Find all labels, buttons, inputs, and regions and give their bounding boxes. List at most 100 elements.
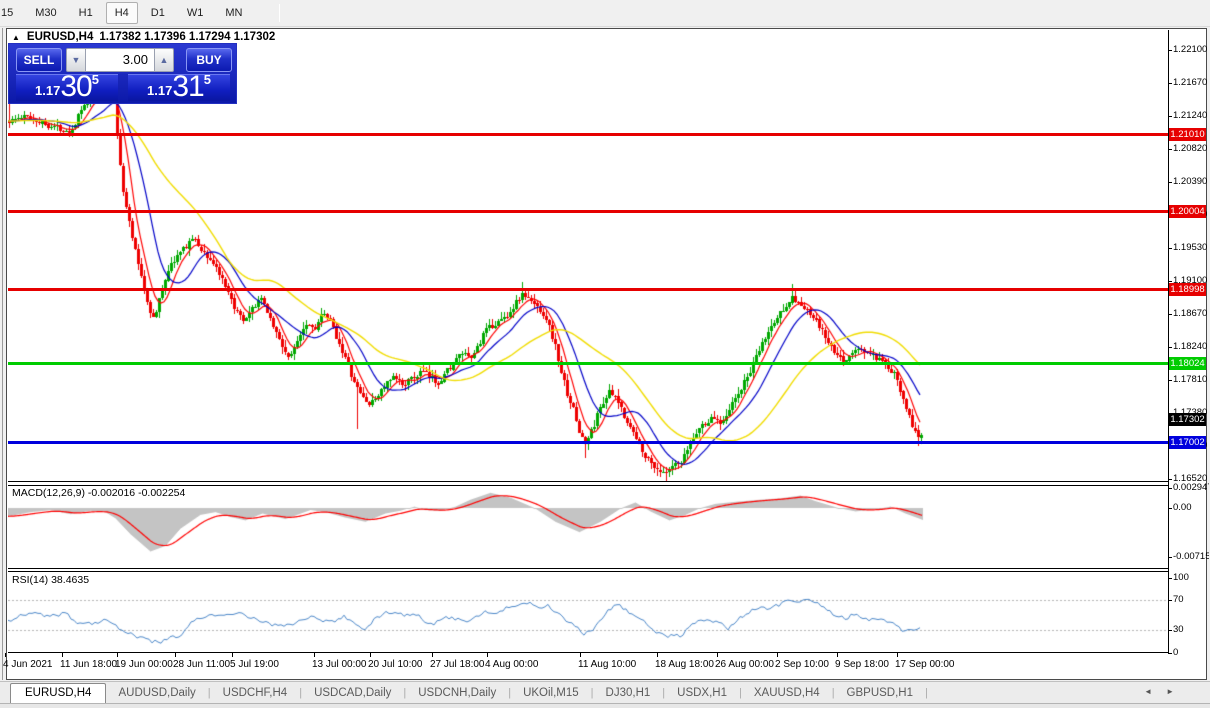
rsi-pane-border-bottom: [8, 652, 1168, 653]
sell-price-prefix: 1.17: [35, 83, 61, 98]
status-bar-edge: [0, 703, 1210, 708]
chart-tab-xauusd-h4[interactable]: XAUUSD,H4: [753, 687, 820, 699]
time-axis-label: 20 Jul 10:00: [368, 659, 423, 670]
level-line-1.21010[interactable]: [8, 133, 1168, 137]
volume-increase-button[interactable]: ▲: [154, 48, 174, 72]
time-axis-label: 11 Jun 18:00: [60, 659, 118, 670]
price-axis-tick-label: 1.16520: [1173, 473, 1208, 485]
buy-price-pips: 31: [172, 70, 204, 104]
time-axis-label: 19 Jun 00:00: [115, 659, 173, 670]
time-axis-label: 28 Jun 11:00: [173, 659, 231, 670]
axis-tick-mark: [1168, 313, 1172, 315]
timeframe-button-m30[interactable]: M30: [35, 7, 57, 19]
tab-separator: |: [403, 687, 407, 699]
axis-tick-mark: [1168, 181, 1172, 183]
level-price-chip: 1.21010: [1169, 128, 1206, 142]
timeframe-button-h1[interactable]: H1: [78, 7, 93, 19]
macd-indicator-canvas[interactable]: [8, 486, 1168, 567]
price-chart-canvas[interactable]: [8, 30, 1168, 481]
axis-tick-mark: [1168, 479, 1172, 481]
price-axis-tick-label: 1.22100: [1173, 44, 1208, 56]
chart-ohlc-values: 1.17382 1.17396 1.17294 1.17302: [99, 31, 276, 43]
time-axis-tick: [314, 653, 315, 657]
chart-tab-eurusd-h4[interactable]: EURUSD,H4: [10, 683, 107, 704]
level-price-chip: 1.18998: [1169, 282, 1206, 296]
collapse-arrow-icon[interactable]: ▲: [12, 32, 20, 42]
buy-button[interactable]: BUY: [186, 48, 232, 72]
rsi-axis-label: 100: [1173, 571, 1189, 583]
timeframe-toolbar: 15 M30 H1 H4 D1 W1 MN: [0, 0, 1210, 27]
timeframe-button-mn[interactable]: MN: [225, 7, 243, 19]
time-axis-label: 11 Aug 10:00: [578, 659, 637, 670]
level-line-1.18998[interactable]: [8, 287, 1168, 291]
time-axis-label: 27 Jul 18:00: [430, 659, 485, 670]
chart-tab-gbpusd-h1[interactable]: GBPUSD,H1: [846, 687, 914, 699]
axis-tick-mark: [1168, 577, 1172, 579]
timeframe-button-w1[interactable]: W1: [186, 7, 204, 19]
volume-input[interactable]: 3.00: [86, 48, 154, 72]
volume-decrease-button[interactable]: ▼: [66, 48, 86, 72]
timeframe-button-h4[interactable]: H4: [105, 2, 138, 24]
chart-symbol-period: EURUSD,H4: [26, 31, 94, 43]
time-axis-tick: [487, 653, 488, 657]
timeframe-button-d1[interactable]: D1: [150, 7, 165, 19]
tab-separator: |: [739, 687, 742, 699]
price-axis-tick-label: 1.20820: [1173, 142, 1208, 154]
rsi-pane-border-top[interactable]: [8, 571, 1168, 572]
level-price-chip: 1.18024: [1169, 357, 1206, 371]
macd-axis-label: 0.002947: [1173, 481, 1209, 493]
time-axis-tick: [897, 653, 898, 657]
axis-tick-mark: [1168, 346, 1172, 348]
macd-pane-border-top[interactable]: [8, 485, 1168, 486]
axis-tick-mark: [1168, 116, 1172, 118]
tab-scroll-right-icon[interactable]: ►: [1166, 687, 1188, 696]
level-line-1.18024[interactable]: [8, 362, 1168, 366]
level-line-1.17002[interactable]: [8, 441, 1168, 444]
time-axis-tick: [370, 653, 371, 657]
tab-separator: |: [590, 687, 594, 699]
chart-tab-ukoil-m15[interactable]: UKOil,M15: [523, 687, 579, 699]
chart-tab-audusd-daily[interactable]: AUDUSD,Daily: [118, 687, 196, 699]
macd-pane-border-bottom: [8, 568, 1168, 569]
rsi-axis-label: 30: [1173, 624, 1184, 635]
one-click-trading-panel: SELL ▼ 3.00 ▲ BUY 1.17 30 5 1.17 31 5: [8, 43, 237, 104]
spinner-down-icon: ▼: [71, 55, 81, 65]
macd-axis-label: 0.00: [1173, 502, 1192, 513]
axis-tick-mark: [1168, 557, 1172, 559]
level-price-chip: 1.20004: [1169, 205, 1206, 219]
axis-tick-mark: [1168, 148, 1172, 150]
axis-tick-mark: [1168, 280, 1172, 282]
price-axis-tick-label: 1.21240: [1173, 110, 1208, 122]
time-axis-label: 17 Sep 00:00: [895, 659, 955, 670]
chart-tab-usdcnh-daily[interactable]: USDCNH,Daily: [418, 687, 497, 699]
window-edge-line: [2, 28, 3, 680]
buy-price-point: 5: [203, 72, 211, 87]
tab-scroll-left-icon[interactable]: ◄: [1144, 687, 1167, 696]
buy-price-display[interactable]: 1.17 31 5: [128, 70, 230, 104]
chart-tab-usdcad-daily[interactable]: USDCAD,Daily: [314, 687, 392, 699]
time-axis-tick: [837, 653, 838, 657]
price-axis-tick-label: 1.18670: [1173, 307, 1208, 319]
sell-price-point: 5: [91, 72, 99, 87]
tab-separator: |: [662, 687, 666, 699]
price-axis-tick-label: 1.21670: [1173, 77, 1208, 89]
time-axis-tick: [657, 653, 658, 657]
time-axis-label: 18 Aug 18:00: [655, 659, 714, 670]
price-axis-tick-label: 1.20390: [1173, 175, 1208, 187]
time-axis-tick: [5, 653, 6, 657]
rsi-indicator-canvas[interactable]: [8, 572, 1168, 651]
time-axis-tick: [580, 653, 581, 657]
axis-tick-mark: [1168, 508, 1172, 509]
timeframe-button-15[interactable]: 15: [1, 7, 14, 19]
level-line-1.20004[interactable]: [8, 210, 1168, 214]
time-axis-tick: [175, 653, 176, 657]
sell-price-display[interactable]: 1.17 30 5: [16, 72, 118, 102]
chart-tab-dj30-h1[interactable]: DJ30,H1: [605, 687, 651, 699]
chart-tab-usdx-h1[interactable]: USDX,H1: [677, 687, 727, 699]
chart-tab-usdchf-h4[interactable]: USDCHF,H4: [222, 687, 288, 699]
sell-button[interactable]: SELL: [16, 48, 62, 72]
buy-price-prefix: 1.17: [147, 83, 173, 98]
time-axis-tick: [232, 653, 233, 657]
price-axis-line: [1168, 30, 1169, 653]
macd-axis-label: -0.007153: [1173, 551, 1209, 563]
